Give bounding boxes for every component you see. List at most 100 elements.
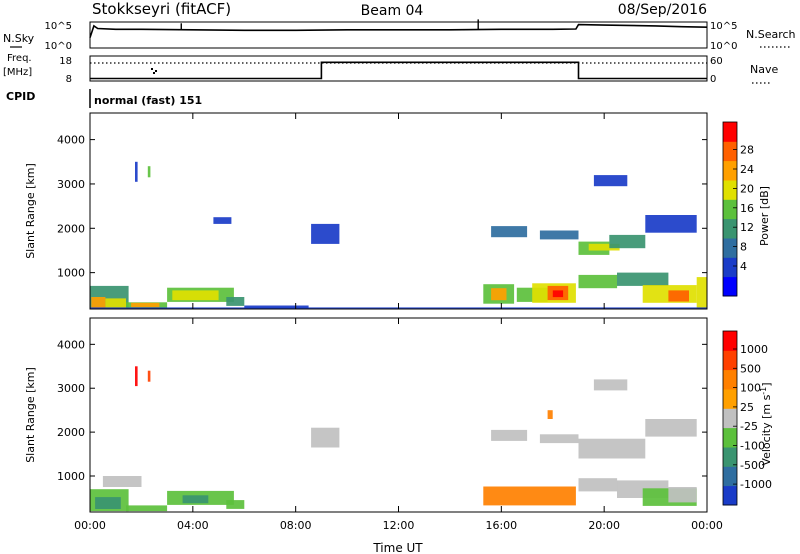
power-patch xyxy=(311,223,340,244)
date-title: 08/Sep/2016 xyxy=(618,2,707,18)
freq-unit: [MHz] xyxy=(3,67,32,78)
velocity-y-tick-label: 3000 xyxy=(57,382,85,395)
freq-label: Freq. xyxy=(7,53,32,64)
power-patch xyxy=(147,166,151,178)
nsky-series xyxy=(89,19,708,38)
nsky-right-tick-bottom: 10^0 xyxy=(710,41,737,52)
velocity-patch xyxy=(645,419,697,437)
velocity-colorbar-segment xyxy=(723,408,737,429)
x-axis-label: Time UT xyxy=(372,541,423,554)
velocity-colorbar-segment xyxy=(723,369,737,390)
power-patch xyxy=(578,274,618,289)
velocity-panel: 1000 2000 3000 4000 00:00 04:00 08:00 12:00 16:… xyxy=(24,317,723,532)
velocity-colorbar-tick-label: 500 xyxy=(740,362,761,375)
power-data xyxy=(90,161,707,309)
power-y-tick-label: 3000 xyxy=(57,178,85,191)
power-patch xyxy=(668,290,689,302)
power-patch xyxy=(617,272,669,286)
velocity-colorbar-tick-label: -1000 xyxy=(740,478,772,491)
freq-right-tick-bottom: 0 xyxy=(710,74,716,85)
velocity-colorbar-tick-label: -100 xyxy=(740,440,765,453)
power-patch xyxy=(539,230,579,240)
power-patch xyxy=(226,297,245,306)
velocity-data xyxy=(90,366,697,512)
power-patch xyxy=(491,226,528,238)
power-patch xyxy=(131,302,160,308)
velocity-x-tick-label: 12:00 xyxy=(383,519,415,532)
power-patch xyxy=(213,217,232,224)
velocity-y-tick-label: 4000 xyxy=(57,338,85,351)
power-patch xyxy=(244,305,309,309)
nsky-panel-frame xyxy=(89,21,708,49)
velocity-patch xyxy=(182,495,209,504)
nsky-left-tick-top: 10^5 xyxy=(45,21,72,32)
power-colorbar-frame xyxy=(722,121,738,297)
velocity-patch xyxy=(483,486,576,506)
velocity-patch xyxy=(147,370,151,382)
power-colorbar-tick-label: 24 xyxy=(740,163,754,176)
freq-panel-frame xyxy=(89,55,708,82)
power-colorbar-segment xyxy=(723,276,737,297)
freq-left-tick-bottom: 8 xyxy=(66,74,72,85)
power-colorbar-tick-label: 20 xyxy=(740,182,754,195)
power-colorbar-segment xyxy=(723,122,737,142)
freq-left-tick-top: 18 xyxy=(59,56,72,67)
velocity-colorbar-tick-label: 25 xyxy=(740,401,754,414)
nsearch-label: N.Search xyxy=(746,28,796,41)
velocity-patch xyxy=(135,366,138,387)
velocity-colorbar-tick-label: 1000 xyxy=(740,343,768,356)
power-colorbar-tick-label: 8 xyxy=(740,241,747,254)
velocity-colorbar-label: Velocity [m s-1] xyxy=(759,382,773,465)
freq-series xyxy=(90,61,707,80)
velocity-colorbar-segment xyxy=(723,485,737,506)
power-colorbar: 4 8 12 16 20 24 28 Power [dB] xyxy=(722,121,771,297)
cpid-value: normal (fast) 151 xyxy=(94,94,202,107)
power-patch xyxy=(645,215,697,233)
velocity-patch xyxy=(102,476,142,487)
velocity-ylabel: Slant Range [km] xyxy=(24,367,37,463)
power-colorbar-segment xyxy=(723,238,737,258)
velocity-colorbar-tick-label: 100 xyxy=(740,382,761,395)
power-colorbar-segment xyxy=(723,199,737,220)
power-patch xyxy=(172,290,219,301)
power-colorbar-tick-label: 28 xyxy=(740,144,754,157)
velocity-colorbar-segment xyxy=(723,389,737,409)
power-colorbar-tick-label: 16 xyxy=(740,202,754,215)
velocity-x-tick-label: 04:00 xyxy=(177,519,209,532)
velocity-colorbar-segment xyxy=(723,350,737,371)
power-patch xyxy=(552,290,564,298)
velocity-x-ticks: 00:00 04:00 08:00 12:00 16:00 20:00 00:00 xyxy=(74,318,723,532)
station-title: Stokkseyri (fitACF) xyxy=(92,0,231,18)
velocity-patch xyxy=(547,410,553,419)
velocity-y-ticks: 1000 2000 3000 4000 xyxy=(57,338,707,483)
velocity-colorbar: 1000 500 100 25 -25 -100 -500 -1000 Velocity [m… xyxy=(722,330,773,506)
freq-marker xyxy=(151,68,157,74)
power-y-tick-label: 1000 xyxy=(57,267,85,280)
power-y-ticks: 1000 2000 3000 4000 xyxy=(57,134,707,280)
power-patch xyxy=(91,297,106,309)
velocity-patch xyxy=(126,505,168,512)
velocity-patch xyxy=(95,497,121,509)
power-patch xyxy=(696,277,707,309)
power-patch xyxy=(491,288,507,301)
power-x-ticks xyxy=(89,113,708,309)
power-colorbar-segment xyxy=(723,180,737,200)
velocity-colorbar-frame xyxy=(722,330,738,506)
power-patch xyxy=(135,161,138,182)
velocity-patch xyxy=(668,487,697,503)
power-y-tick-label: 4000 xyxy=(57,134,85,147)
power-patch xyxy=(588,243,620,251)
nsky-left-tick-bottom: 10^0 xyxy=(45,41,72,52)
velocity-patch xyxy=(226,500,245,509)
power-colorbar-segment xyxy=(723,257,737,278)
velocity-colorbar-segment xyxy=(723,331,737,351)
nave-label: Nave xyxy=(750,63,778,76)
velocity-patch xyxy=(311,427,340,448)
power-colorbar-segment xyxy=(723,160,737,181)
velocity-colorbar-tick-label: -500 xyxy=(740,459,765,472)
velocity-colorbar-segment xyxy=(723,447,737,467)
velocity-colorbar-segment xyxy=(723,427,737,448)
velocity-x-tick-label: 00:00 xyxy=(691,519,723,532)
cpid-label: CPID xyxy=(6,90,35,103)
